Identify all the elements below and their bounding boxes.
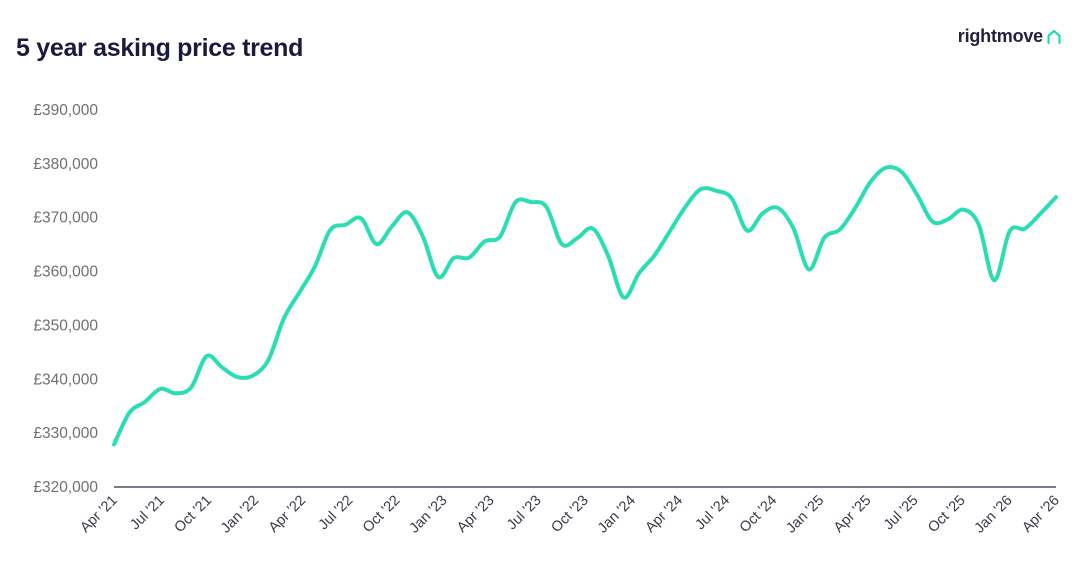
x-tick-label: Jul '22 (316, 493, 357, 534)
brand-name: rightmove (957, 26, 1043, 46)
y-tick-label: £340,000 (33, 371, 98, 388)
x-tick-label: Oct '21 (172, 493, 215, 536)
y-tick-label: £360,000 (33, 264, 98, 281)
x-tick-label: Jan '26 (972, 493, 1016, 537)
x-tick-label: Apr '21 (77, 493, 120, 536)
x-tick-label: Jan '22 (218, 493, 262, 537)
y-tick-label: £390,000 (33, 102, 98, 119)
x-tick-label: Oct '24 (737, 493, 780, 536)
house-outline-icon (1047, 29, 1061, 44)
chart-title: 5 year asking price trend (16, 34, 304, 62)
y-tick-label: £320,000 (33, 479, 98, 496)
series-line (112, 164, 1058, 447)
x-tick-label: Apr '26 (1019, 493, 1062, 536)
x-tick-label: Jul '23 (504, 493, 545, 534)
x-tick-label: Oct '23 (548, 493, 591, 536)
x-tick-label: Oct '25 (925, 493, 968, 536)
y-tick-label: £370,000 (33, 210, 98, 227)
x-tick-label: Apr '25 (831, 493, 874, 536)
x-tick-label: Apr '24 (643, 493, 686, 536)
x-tick-label: Oct '22 (360, 493, 403, 536)
x-tick-label: Apr '22 (266, 493, 309, 536)
brand-logo: rightmove (958, 26, 1062, 47)
x-tick-label: Jan '25 (783, 493, 827, 537)
x-tick-label: Jul '25 (881, 493, 922, 534)
y-tick-label: £330,000 (33, 425, 98, 442)
y-tick-label: £380,000 (33, 156, 98, 173)
y-axis: £320,000 £330,000 £340,000 £350,000 £360,000… (33, 102, 98, 496)
plot-area (112, 164, 1058, 447)
x-tick-label: Apr '23 (454, 493, 497, 536)
x-tick-label: Jul '21 (127, 493, 168, 534)
x-axis: Apr '21 Jul '21 Oct '21 Jan '22 Apr '22 Jul '… (77, 493, 1062, 537)
x-tick-label: Jan '24 (595, 493, 639, 537)
y-tick-label: £350,000 (33, 317, 98, 334)
x-tick-label: Jan '23 (406, 493, 450, 537)
x-tick-label: Jul '24 (692, 493, 733, 534)
